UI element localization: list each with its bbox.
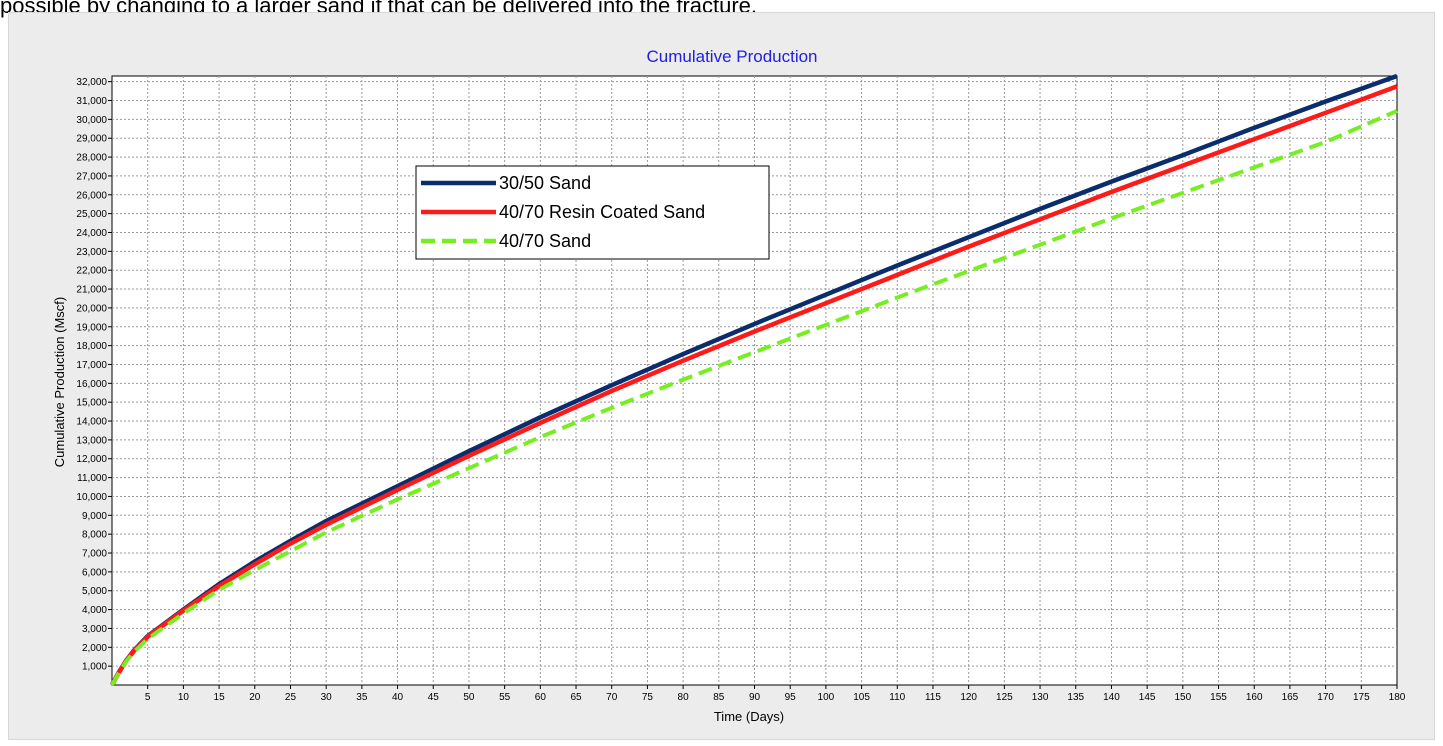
- x-tick-label: 150: [1174, 692, 1191, 703]
- x-tick-label: 180: [1389, 692, 1406, 703]
- x-tick-label: 60: [535, 692, 547, 703]
- y-tick-label: 29,000: [76, 134, 107, 145]
- x-tick-label: 175: [1353, 692, 1370, 703]
- legend: 30/50 Sand 40/70 Resin Coated Sand 40/70 S…: [415, 165, 770, 260]
- y-tick-label: 20,000: [76, 303, 107, 314]
- y-tick-label: 26,000: [76, 190, 107, 201]
- x-tick-label: 35: [356, 692, 368, 703]
- y-tick-label: 30,000: [76, 115, 107, 126]
- axes: 5 10 15 20 25 30 35 40 45 50 55 60 65 70 75 80 85 90 95 100…: [76, 77, 1405, 703]
- y-tick-label: 13,000: [76, 435, 107, 446]
- x-tick-label: 30: [321, 692, 333, 703]
- y-tick-label: 19,000: [76, 322, 107, 333]
- y-tick-label: 21,000: [76, 285, 107, 296]
- x-tick-label: 90: [749, 692, 761, 703]
- legend-label-30-50-sand: 30/50 Sand: [499, 173, 591, 193]
- y-tick-label: 9,000: [82, 511, 107, 522]
- x-tick-label: 155: [1210, 692, 1227, 703]
- y-tick-label: 6,000: [82, 567, 107, 578]
- y-tick-label: 15,000: [76, 398, 107, 409]
- y-tick-label: 22,000: [76, 266, 107, 277]
- y-tick-label: 32,000: [76, 77, 107, 88]
- x-tick-label: 130: [1032, 692, 1049, 703]
- x-tick-label: 20: [249, 692, 261, 703]
- chart-title: Cumulative Production: [646, 47, 817, 66]
- x-tick-label: 135: [1067, 692, 1084, 703]
- y-tick-label: 31,000: [76, 96, 107, 107]
- y-tick-label: 3,000: [82, 624, 107, 635]
- x-axis-title: Time (Days): [714, 709, 784, 724]
- y-tick-label: 1,000: [82, 662, 107, 673]
- legend-label-40-70-sand: 40/70 Sand: [499, 231, 591, 251]
- legend-label-40-70-resin-coated-sand: 40/70 Resin Coated Sand: [499, 202, 705, 222]
- x-tick-label: 105: [853, 692, 870, 703]
- x-tick-label: 10: [178, 692, 190, 703]
- y-tick-label: 11,000: [77, 473, 107, 484]
- x-tick-label: 75: [642, 692, 654, 703]
- x-tick-label: 140: [1103, 692, 1120, 703]
- x-tick-label: 120: [960, 692, 977, 703]
- x-tick-label: 170: [1317, 692, 1334, 703]
- y-axis-title: Cumulative Production (Mscf): [52, 297, 67, 468]
- y-tick-label: 23,000: [76, 247, 107, 258]
- x-tick-label: 145: [1139, 692, 1156, 703]
- y-tick-label: 24,000: [76, 228, 107, 239]
- y-tick-label: 18,000: [76, 341, 107, 352]
- series-lines: [110, 73, 1398, 687]
- x-tick-label: 115: [925, 692, 941, 703]
- x-tick-label: 40: [392, 692, 404, 703]
- x-tick-label: 110: [889, 692, 905, 703]
- x-tick-label: 100: [818, 692, 835, 703]
- x-tick-label: 45: [428, 692, 440, 703]
- x-tick-label: 55: [499, 692, 511, 703]
- x-tick-label: 65: [570, 692, 582, 703]
- y-tick-label: 2,000: [82, 643, 107, 654]
- y-tick-label: 17,000: [76, 360, 107, 371]
- y-tick-label: 7,000: [82, 549, 107, 560]
- x-tick-label: 160: [1246, 692, 1263, 703]
- y-tick-label: 4,000: [82, 605, 107, 616]
- x-tick-label: 70: [606, 692, 618, 703]
- y-tick-label: 16,000: [76, 379, 107, 390]
- y-tick-label: 28,000: [76, 153, 107, 164]
- x-tick-label: 25: [285, 692, 297, 703]
- x-tick-label: 95: [785, 692, 797, 703]
- x-tick-label: 5: [145, 692, 151, 703]
- x-tick-label: 125: [996, 692, 1013, 703]
- y-tick-label: 27,000: [76, 171, 107, 182]
- x-tick-label: 50: [463, 692, 475, 703]
- x-tick-label: 15: [214, 692, 226, 703]
- y-tick-label: 10,000: [76, 492, 107, 503]
- x-tick-label: 85: [713, 692, 725, 703]
- series-line-40-70-resin-coated-sand: [110, 84, 1398, 687]
- y-tick-label: 12,000: [76, 454, 107, 465]
- x-tick-label: 165: [1282, 692, 1299, 703]
- x-tick-label: 80: [678, 692, 690, 703]
- grid-lines: [112, 76, 1397, 685]
- y-tick-label: 8,000: [82, 530, 107, 541]
- y-tick-label: 25,000: [76, 209, 107, 220]
- y-tick-label: 5,000: [82, 586, 107, 597]
- y-tick-label: 14,000: [76, 417, 107, 428]
